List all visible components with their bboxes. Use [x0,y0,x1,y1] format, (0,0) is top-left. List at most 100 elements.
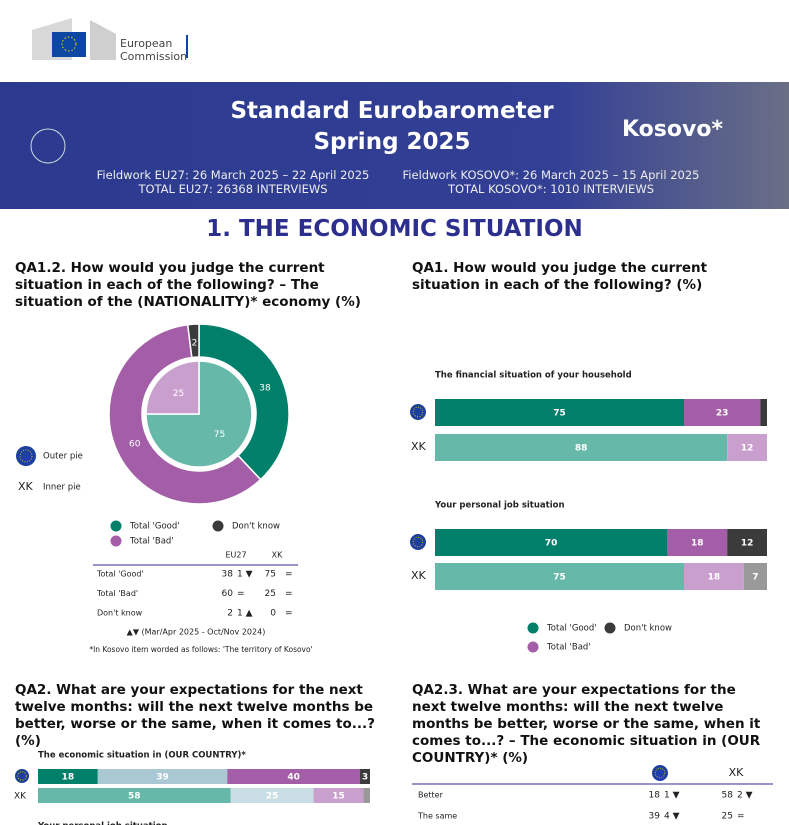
row-code: XK [411,569,427,582]
legend-marker [527,641,539,653]
cell: 25 [265,589,276,599]
fieldwork: Fieldwork EU27: 26 March 2025 – 22 April… [96,168,370,182]
value-label: 75 [553,409,566,419]
item-label: The economic situation in (OUR COUNTRY)* [38,751,246,761]
legend-marker [212,520,224,532]
value-label: 88 [575,444,588,454]
cell: = [285,609,293,619]
eu-flag-stars [654,767,666,779]
question: QA2. What are your expectations for the … [15,682,375,749]
cell: = [237,589,245,599]
value-label: 18 [691,539,704,549]
bar-segment [667,529,728,556]
question: QA2.3. What are your expectations for th… [412,682,761,766]
eu-flag [15,769,29,783]
footnote: *In Kosovo item worded as follows: 'The … [89,645,312,654]
value-label: 23 [716,409,729,419]
label: Inner pie [43,483,81,493]
cell: = [285,589,293,599]
row-label: The same [417,812,457,821]
legend-marker [604,622,616,634]
legend-marker [110,520,122,532]
bar-segment [727,529,767,556]
cell: 1 ▼ [664,791,680,801]
cell: 4 ▼ [664,812,680,822]
country: Kosovo* [622,117,723,142]
cell: 39 [649,812,661,822]
bar-segment [313,788,364,803]
section-title: 1. THE ECONOMIC SITUATION [206,216,583,242]
eu-flag [16,446,36,466]
value-label: 2 [192,339,198,349]
row-label: Better [418,791,444,800]
cell: 2 [227,609,233,619]
bar-segment [743,563,767,590]
bar-segment [363,788,370,803]
total: TOTAL EU27: 26368 INTERVIEWS [138,182,328,196]
item-label: Your personal job situation [37,822,168,825]
eu-flag-stars [17,771,27,781]
badge [30,128,66,164]
pie-slice [145,360,200,415]
total: TOTAL KOSOVO*: 1010 INTERVIEWS [447,182,654,196]
legend-label: Total 'Bad' [546,643,591,653]
value-label: 39 [156,773,169,783]
value-label: 75 [553,573,566,583]
table-header: EU27 [225,551,246,560]
title: Standard Eurobarometer [230,98,554,124]
cell: = [737,812,745,822]
bar-segment [727,434,767,461]
header-band [0,82,789,209]
logo-text: European [120,37,173,50]
bar-segment [360,769,370,784]
bar-segment [435,434,728,461]
item-label: The financial situation of your househol… [435,371,632,381]
pie-slice [186,323,200,359]
pie-slice [198,323,290,481]
value-label: 7 [752,573,758,583]
cell: 1 ▼ [237,570,253,580]
bar-segment [760,399,767,426]
bar-segment [684,399,761,426]
table-header: XK [729,766,745,779]
bar-segment [684,563,744,590]
bar-segment [38,769,98,784]
value-label: 40 [287,773,300,783]
label: Outer pie [43,452,83,462]
bar-segment [227,769,361,784]
row-label: Total 'Good' [96,570,144,579]
subtitle: Spring 2025 [313,129,471,155]
row-code: XK [411,440,427,453]
bar-segment [435,563,684,590]
row-label: Total 'Bad' [96,589,138,598]
bar-segment [435,529,668,556]
question: QA1.2. How would you judge the current s… [15,260,361,310]
value-label: 12 [741,444,754,454]
cell: 60 [222,589,234,599]
note: ▲▼ (Mar/Apr 2025 - Oct/Nov 2024) [127,628,266,637]
fieldwork: Fieldwork KOSOVO*: 26 March 2025 – 15 Ap… [402,168,700,182]
value-label: 15 [332,792,345,802]
eu-flag-stars [19,449,33,463]
pie-slice [108,323,262,505]
legend-label: Don't know [232,522,280,532]
legend-label: Total 'Bad' [129,537,174,547]
bar-segment [230,788,314,803]
value-label: 18 [708,573,721,583]
value-label: 18 [62,773,75,783]
legend-marker [110,535,122,547]
legend-label: Don't know [624,624,672,634]
value-label: 3 [362,773,368,783]
label: XK [18,480,34,493]
cell: 25 [722,812,733,822]
logo-text: Commission [120,50,188,63]
eu-flag-stars [412,536,424,548]
value-label: 25 [173,389,184,399]
cell: 2 ▼ [737,791,753,801]
legend-marker [527,622,539,634]
cell: 0 [270,609,276,619]
item-label: Your personal job situation [434,501,565,511]
eu-flag [410,534,426,550]
